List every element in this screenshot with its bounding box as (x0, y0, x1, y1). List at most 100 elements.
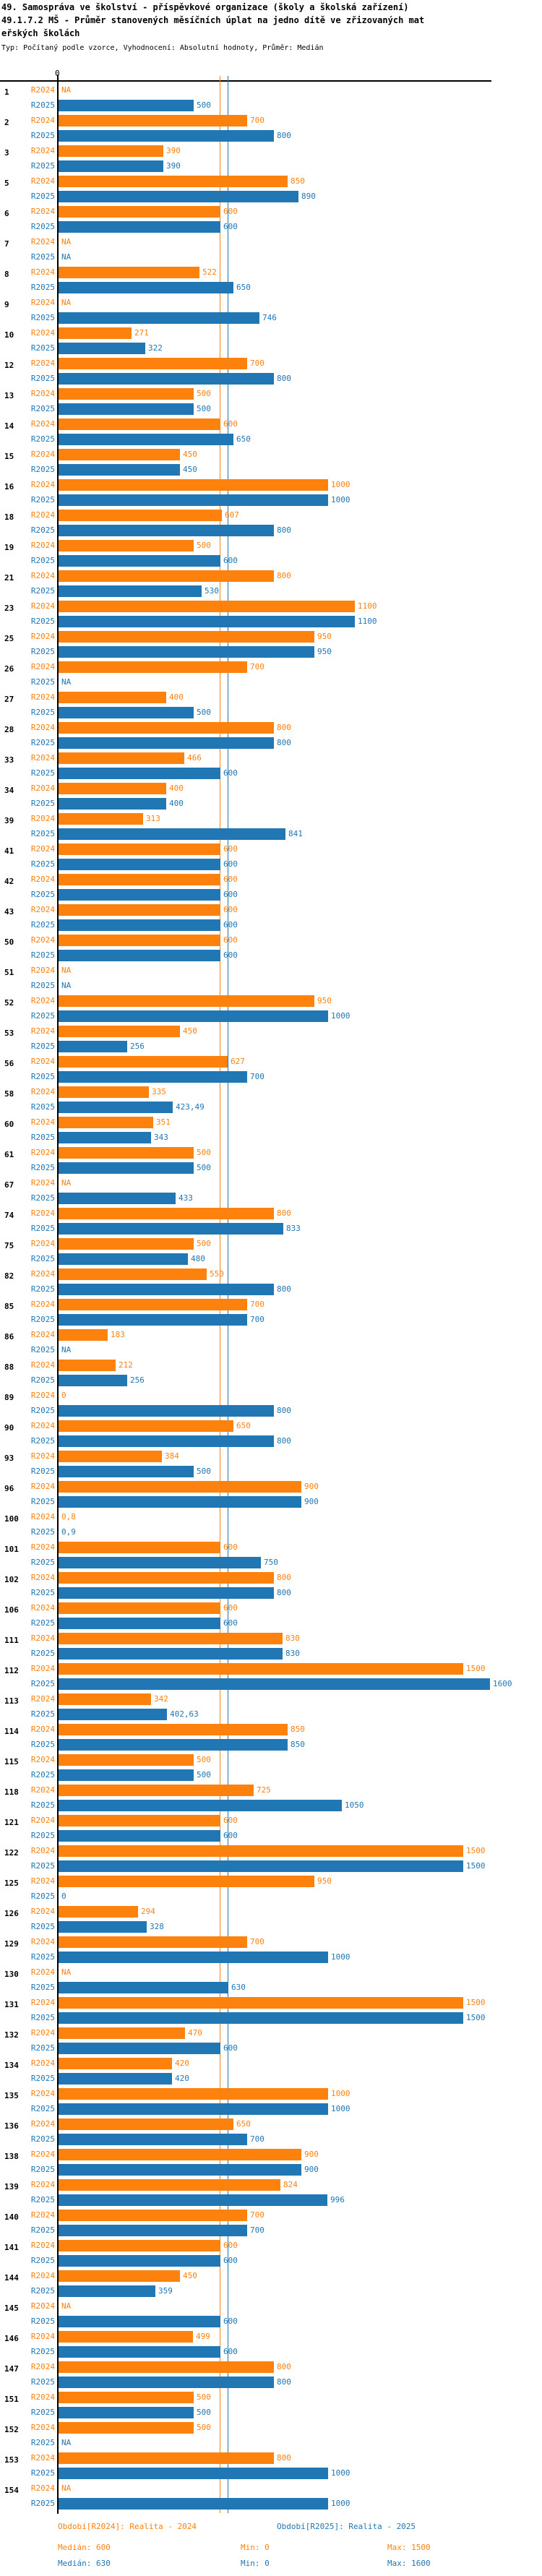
bar-r2024[interactable] (59, 540, 194, 551)
bar-r2025[interactable] (59, 2073, 172, 2085)
bar-r2024[interactable] (59, 570, 274, 582)
bar-r2024[interactable] (59, 1360, 116, 1371)
bar-r2025[interactable] (59, 1678, 490, 1690)
bar-r2025[interactable] (59, 1041, 127, 1052)
bar-r2024[interactable] (59, 1086, 149, 1098)
bar-r2025[interactable] (59, 2468, 328, 2479)
bar-r2024[interactable] (59, 1815, 220, 1826)
bar-r2025[interactable] (59, 2194, 327, 2206)
bar-r2025[interactable] (59, 2255, 220, 2267)
bar-r2025[interactable] (59, 1496, 301, 1508)
bar-r2025[interactable] (59, 1193, 176, 1204)
bar-r2024[interactable] (59, 661, 247, 673)
bar-r2025[interactable] (59, 2012, 463, 2024)
bar-r2025[interactable] (59, 1952, 328, 1963)
bar-r2025[interactable] (59, 2043, 220, 2054)
bar-r2025[interactable] (59, 1284, 274, 1295)
bar-r2025[interactable] (59, 1405, 274, 1417)
bar-r2024[interactable] (59, 2331, 193, 2343)
bar-r2024[interactable] (59, 2422, 194, 2434)
bar-r2024[interactable] (59, 904, 220, 916)
bar-r2024[interactable] (59, 692, 166, 703)
bar-r2024[interactable] (59, 479, 328, 491)
bar-r2024[interactable] (59, 2361, 274, 2373)
bar-r2024[interactable] (59, 2452, 274, 2464)
bar-r2024[interactable] (59, 722, 274, 734)
bar-r2025[interactable] (59, 768, 220, 779)
bar-r2025[interactable] (59, 1223, 283, 1235)
bar-r2024[interactable] (59, 1663, 463, 1675)
bar-r2024[interactable] (59, 1906, 138, 1918)
bar-r2025[interactable] (59, 373, 274, 385)
bar-r2025[interactable] (59, 1860, 463, 1872)
bar-r2025[interactable] (59, 464, 180, 476)
bar-r2024[interactable] (59, 1329, 108, 1341)
bar-r2024[interactable] (59, 783, 166, 794)
bar-r2025[interactable] (59, 403, 194, 415)
bar-r2025[interactable] (59, 1132, 151, 1143)
bar-r2025[interactable] (59, 312, 259, 324)
bar-r2025[interactable] (59, 1071, 247, 1083)
bar-r2024[interactable] (59, 1754, 194, 1766)
bar-r2025[interactable] (59, 1435, 274, 1447)
bar-r2024[interactable] (59, 1147, 194, 1159)
bar-r2025[interactable] (59, 525, 274, 536)
bar-r2024[interactable] (59, 115, 247, 126)
bar-r2025[interactable] (59, 707, 194, 718)
bar-r2024[interactable] (59, 995, 314, 1007)
bar-r2024[interactable] (59, 388, 194, 400)
bar-r2025[interactable] (59, 160, 163, 172)
bar-r2024[interactable] (59, 1845, 463, 1857)
bar-r2025[interactable] (59, 1102, 173, 1113)
bar-r2025[interactable] (59, 1982, 228, 1993)
bar-r2024[interactable] (59, 1299, 247, 1310)
bar-r2024[interactable] (59, 358, 247, 369)
bar-r2025[interactable] (59, 1830, 220, 1842)
bar-r2025[interactable] (59, 343, 145, 354)
bar-r2024[interactable] (59, 1238, 194, 1250)
bar-r2025[interactable] (59, 828, 285, 840)
bar-r2024[interactable] (59, 1876, 314, 1887)
bar-r2025[interactable] (59, 646, 314, 658)
bar-r2024[interactable] (59, 2392, 194, 2403)
bar-r2025[interactable] (59, 2225, 247, 2236)
bar-r2024[interactable] (59, 2118, 233, 2130)
bar-r2024[interactable] (59, 1602, 220, 1614)
bar-r2025[interactable] (59, 1648, 283, 1660)
bar-r2024[interactable] (59, 1724, 288, 1735)
bar-r2025[interactable] (59, 1587, 274, 1599)
bar-r2025[interactable] (59, 1162, 194, 1174)
bar-r2024[interactable] (59, 2210, 247, 2221)
bar-r2024[interactable] (59, 145, 163, 157)
bar-r2025[interactable] (59, 1769, 194, 1781)
bar-r2025[interactable] (59, 616, 355, 627)
bar-r2025[interactable] (59, 2134, 247, 2145)
bar-r2024[interactable] (59, 631, 314, 643)
bar-r2025[interactable] (59, 1618, 220, 1629)
bar-r2025[interactable] (59, 2103, 328, 2115)
bar-r2025[interactable] (59, 859, 220, 870)
bar-r2024[interactable] (59, 2088, 328, 2100)
bar-r2024[interactable] (59, 2058, 172, 2069)
bar-r2024[interactable] (59, 874, 220, 885)
bar-r2024[interactable] (59, 1997, 463, 2009)
bar-r2025[interactable] (59, 1557, 261, 1568)
bar-r2024[interactable] (59, 1481, 301, 1493)
bar-r2025[interactable] (59, 798, 166, 810)
bar-r2024[interactable] (59, 2270, 180, 2282)
bar-r2025[interactable] (59, 889, 220, 901)
bar-r2024[interactable] (59, 2149, 301, 2160)
bar-r2025[interactable] (59, 1253, 188, 1265)
bar-r2024[interactable] (59, 1268, 207, 1280)
bar-r2025[interactable] (59, 1314, 247, 1326)
bar-r2025[interactable] (59, 2346, 220, 2358)
bar-r2024[interactable] (59, 843, 220, 855)
bar-r2024[interactable] (59, 1451, 162, 1462)
bar-r2025[interactable] (59, 1739, 288, 1751)
bar-r2025[interactable] (59, 2498, 328, 2510)
bar-r2024[interactable] (59, 327, 132, 339)
bar-r2025[interactable] (59, 2316, 220, 2327)
bar-r2024[interactable] (59, 1117, 153, 1128)
bar-r2025[interactable] (59, 1800, 342, 1811)
bar-r2024[interactable] (59, 1420, 233, 1432)
